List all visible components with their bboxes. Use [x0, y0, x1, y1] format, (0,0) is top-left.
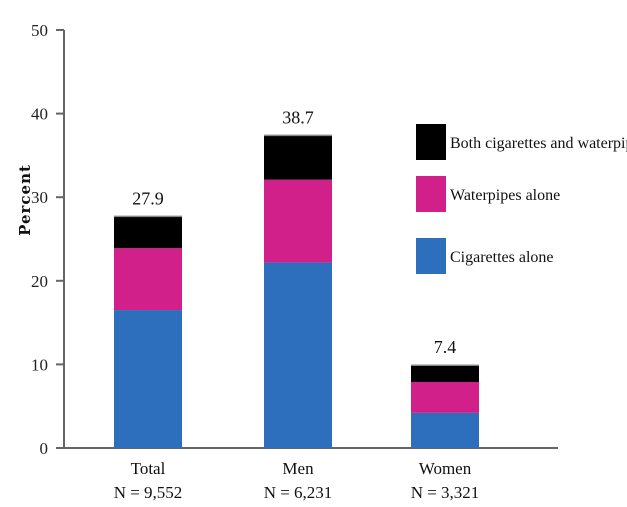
y-tick-label: 0 [40, 439, 49, 458]
bar-segment [264, 135, 332, 180]
bar-segment [114, 216, 182, 249]
legend-swatch [416, 124, 446, 160]
y-tick-label: 30 [31, 188, 48, 207]
bar-segment [411, 365, 479, 382]
bar-total-label: 7.4 [434, 337, 457, 357]
y-tick-label: 50 [31, 21, 48, 40]
category-label: Total [131, 459, 166, 478]
bar-segment [264, 262, 332, 448]
y-tick-label: 20 [31, 272, 48, 291]
category-labels: Total N = 9,552 Men N = 6,231 Women N = 3,321 [114, 459, 480, 502]
y-axis-title: Percent [16, 164, 34, 236]
y-tick-label: 10 [31, 355, 48, 374]
bar-segment [411, 381, 479, 413]
bar-total-label: 38.7 [282, 107, 314, 127]
bars [114, 134, 479, 448]
legend: Both cigarettes and waterpipes Waterpipes… [416, 124, 627, 274]
y-ticks: 0 10 20 30 40 50 [31, 21, 64, 458]
bar-segment [264, 179, 332, 263]
category-label: Women [419, 459, 472, 478]
legend-swatch [416, 238, 446, 274]
bar-total-label: 27.9 [132, 188, 164, 208]
bar-segment [114, 310, 182, 448]
category-note: N = 6,231 [264, 483, 333, 502]
category-label: Men [282, 459, 314, 478]
category-note: N = 3,321 [411, 483, 480, 502]
y-tick-label: 40 [31, 105, 48, 124]
bar-segment [411, 412, 479, 448]
legend-label: Both cigarettes and waterpipes [450, 135, 627, 152]
bar-segment [114, 248, 182, 311]
legend-label: Cigarettes alone [450, 249, 554, 266]
category-note: N = 9,552 [114, 483, 183, 502]
legend-swatch [416, 176, 446, 212]
legend-label: Waterpipes alone [450, 187, 560, 204]
total-labels: 27.9 38.7 7.4 [132, 107, 456, 357]
